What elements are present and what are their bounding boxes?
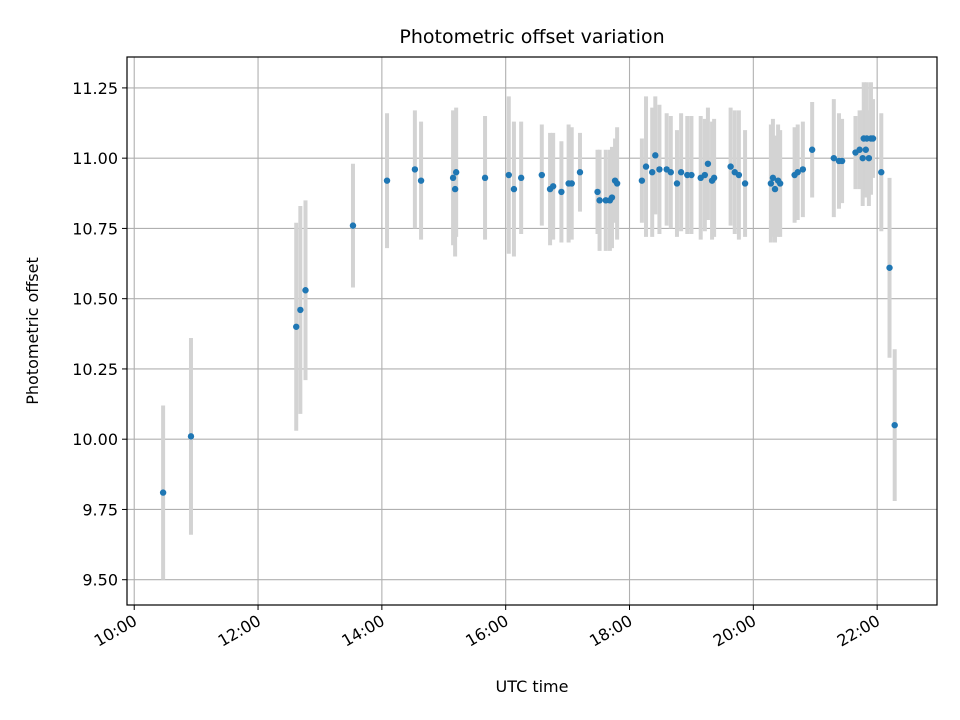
data-point [293,323,300,330]
data-point [411,166,419,173]
data-point [859,154,866,162]
plot-frame [126,56,938,606]
data-point [449,174,457,182]
data-point [576,169,584,176]
data-point [794,169,801,176]
data-point [505,171,512,179]
data-point [673,180,681,187]
y-tick-label: 9.50 [82,571,118,590]
data-point [865,154,873,162]
data-point [886,264,893,271]
data-points [159,135,898,496]
y-tick-label: 10.50 [72,290,118,309]
data-point [799,166,807,173]
data-point [710,174,718,182]
data-point [538,171,546,179]
data-point [830,154,838,162]
data-point [481,174,489,182]
data-point [701,171,709,179]
data-point [159,489,167,496]
data-point [517,174,525,182]
data-point [558,188,565,196]
data-point [656,166,663,173]
data-point [869,135,877,142]
data-point [741,180,749,187]
data-point [452,169,460,176]
data-point [771,185,779,193]
data-point [649,169,656,176]
data-point [688,171,695,179]
data-point [417,177,425,184]
data-point [856,146,863,153]
y-tick-label: 10.25 [72,360,118,379]
data-point [677,169,685,176]
y-axis-label: Photometric offset [23,257,42,405]
data-point [667,169,674,176]
y-tick-label: 10.75 [72,219,118,238]
data-point [642,163,650,170]
data-point [302,287,309,294]
data-point [638,177,646,184]
data-point [862,146,870,153]
y-tick-label: 11.25 [72,79,118,98]
y-axis: 9.50 9.75 10.00 10.25 10.50 10.75 11.00 11.25 [72,79,127,590]
data-point [613,180,621,187]
y-tick-label: 11.00 [72,149,118,168]
data-point [891,421,898,429]
y-tick-label: 10.00 [72,430,118,449]
data-point [878,169,885,176]
data-point [735,171,743,179]
data-point [187,433,195,440]
data-point [838,157,846,165]
data-point [727,163,734,170]
data-point [549,183,557,190]
data-point [383,177,391,184]
data-point [568,180,575,187]
data-point [808,146,816,153]
data-point [704,160,712,167]
data-point [594,188,601,196]
data-point [608,194,616,201]
data-point [767,180,775,187]
data-point [596,197,603,204]
data-point [451,185,459,193]
data-point [769,174,777,182]
chart-title: Photometric offset variation [399,26,664,48]
data-point [652,152,659,159]
data-point [297,306,304,314]
y-tick-label: 9.75 [82,500,118,519]
data-point [776,180,784,187]
data-point [349,222,357,229]
x-axis-label: UTC time [496,677,569,696]
data-point [510,185,518,193]
